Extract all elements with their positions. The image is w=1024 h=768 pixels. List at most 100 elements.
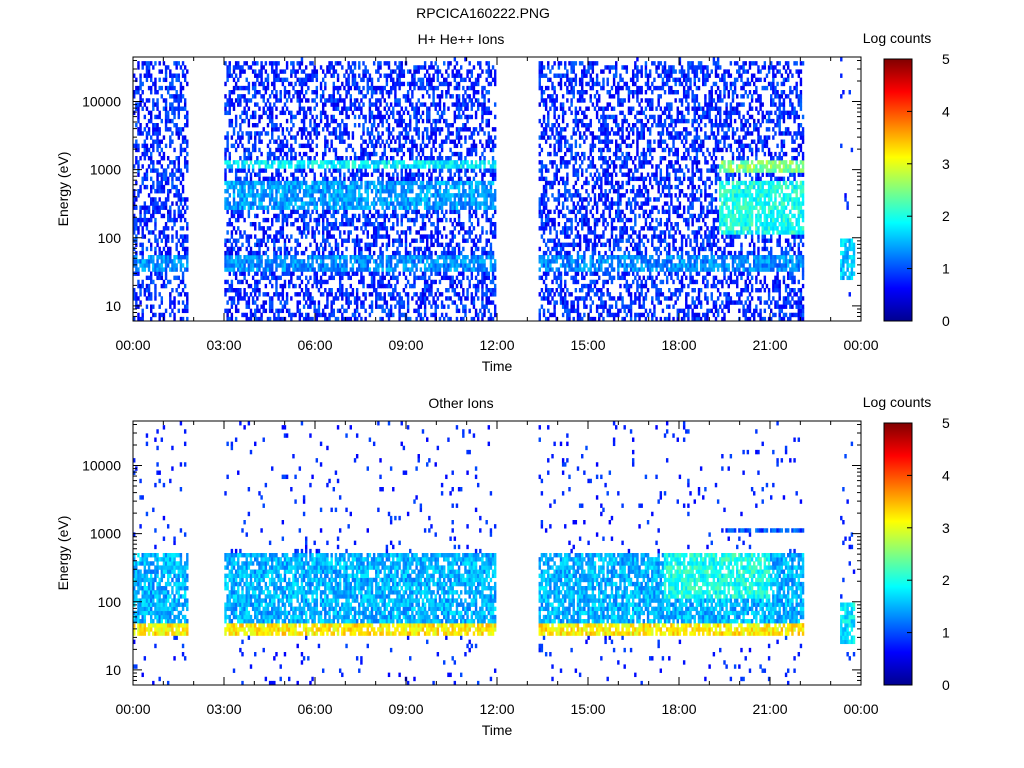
- heatmap-cell: [290, 98, 293, 103]
- heatmap-cell: [139, 316, 142, 322]
- heatmap-cell: [226, 110, 229, 116]
- heatmap-cell: [283, 263, 287, 268]
- heatmap-cell: [309, 123, 312, 128]
- heatmap-cell: [387, 283, 391, 289]
- heatmap-cell: [224, 308, 227, 314]
- heatmap-cell: [133, 246, 136, 252]
- heatmap-cell: [404, 238, 408, 243]
- heatmap-cell: [226, 184, 229, 190]
- heatmap-cell: [326, 143, 329, 149]
- heatmap-cell: [400, 242, 403, 248]
- heatmap-cell: [440, 255, 444, 260]
- heatmap-cell: [426, 127, 429, 132]
- heatmap-cell: [175, 98, 178, 103]
- heatmap-cell: [394, 205, 397, 210]
- heatmap-cell: [402, 94, 406, 99]
- heatmap-cell: [372, 283, 376, 289]
- heatmap-cell: [358, 65, 361, 70]
- heatmap-cell: [402, 213, 406, 219]
- heatmap-cell: [362, 255, 365, 260]
- heatmap-cell: [262, 85, 265, 91]
- heatmap-cell: [351, 238, 355, 243]
- heatmap-cell: [428, 209, 431, 215]
- heatmap-cell: [336, 271, 340, 276]
- heatmap-cell: [383, 217, 386, 223]
- heatmap-cell: [258, 106, 261, 111]
- heatmap-cell: [398, 242, 401, 248]
- heatmap-cell: [258, 197, 261, 202]
- heatmap-cell: [336, 250, 340, 256]
- heatmap-cell: [298, 259, 302, 264]
- heatmap-cell: [457, 94, 461, 99]
- heatmap-cell: [415, 106, 418, 111]
- heatmap-cell: [455, 201, 459, 206]
- heatmap-cell: [487, 308, 491, 314]
- heatmap-cell: [438, 102, 442, 107]
- figure-title: RPCICA160222.PNG: [416, 5, 550, 21]
- heatmap-cell: [400, 69, 403, 74]
- heatmap-cell: [258, 69, 261, 74]
- heatmap-cell: [360, 205, 363, 210]
- heatmap-cell: [268, 259, 272, 264]
- heatmap-cell: [443, 250, 446, 256]
- heatmap-cell: [466, 275, 469, 281]
- heatmap-cell: [451, 259, 454, 264]
- heatmap-cell: [230, 98, 234, 103]
- heatmap-cell: [183, 209, 187, 215]
- heatmap-cell: [341, 193, 344, 198]
- heatmap-cell: [328, 255, 331, 260]
- heatmap-cell: [273, 316, 276, 322]
- heatmap-cell: [438, 143, 442, 149]
- heatmap-cell: [285, 98, 289, 103]
- heatmap-cell: [428, 114, 431, 120]
- heatmap-cell: [183, 123, 187, 128]
- heatmap-cell: [402, 110, 406, 116]
- heatmap-cell: [481, 143, 484, 149]
- heatmap-cell: [260, 275, 263, 281]
- heatmap-cell: [449, 267, 452, 272]
- heatmap-cell: [415, 197, 418, 202]
- heatmap-cell: [288, 312, 291, 318]
- heatmap-cell: [266, 131, 270, 136]
- heatmap-cell: [436, 271, 440, 276]
- heatmap-cell: [394, 81, 397, 87]
- heatmap-cell: [304, 184, 308, 190]
- heatmap-cell: [411, 77, 414, 83]
- heatmap-cell: [309, 147, 312, 153]
- heatmap-cell: [358, 263, 361, 268]
- heatmap-cell: [298, 242, 302, 248]
- heatmap-cell: [290, 164, 293, 169]
- heatmap-cell: [160, 69, 164, 74]
- heatmap-cell: [347, 168, 350, 173]
- heatmap-cell: [430, 127, 433, 132]
- heatmap-cell: [349, 316, 352, 322]
- heatmap-cell: [164, 205, 168, 210]
- heatmap-cell: [315, 255, 319, 260]
- heatmap-cell: [290, 110, 293, 116]
- heatmap-cell: [428, 292, 431, 297]
- heatmap-cell: [370, 279, 374, 285]
- heatmap-cell: [237, 209, 240, 215]
- heatmap-cell: [294, 217, 297, 223]
- heatmap-cell: [273, 255, 276, 260]
- heatmap-cell: [271, 110, 274, 116]
- heatmap-cell: [152, 160, 155, 165]
- heatmap-cell: [277, 205, 280, 210]
- heatmap-cell: [149, 90, 153, 95]
- heatmap-cell: [173, 184, 176, 190]
- heatmap-cell: [154, 267, 157, 272]
- heatmap-cell: [311, 230, 314, 235]
- heatmap-cell: [432, 263, 435, 268]
- heatmap-cell: [375, 263, 378, 268]
- heatmap-cell: [177, 209, 181, 215]
- heatmap-cell: [186, 164, 189, 169]
- heatmap-cell: [377, 69, 380, 74]
- heatmap-cell: [387, 127, 391, 132]
- heatmap-cell: [368, 106, 372, 111]
- heatmap-cell: [334, 238, 338, 243]
- heatmap-cell: [296, 259, 299, 264]
- heatmap-cell: [133, 230, 136, 235]
- heatmap-cell: [262, 304, 265, 309]
- heatmap-cell: [370, 143, 374, 149]
- heatmap-cell: [468, 217, 471, 223]
